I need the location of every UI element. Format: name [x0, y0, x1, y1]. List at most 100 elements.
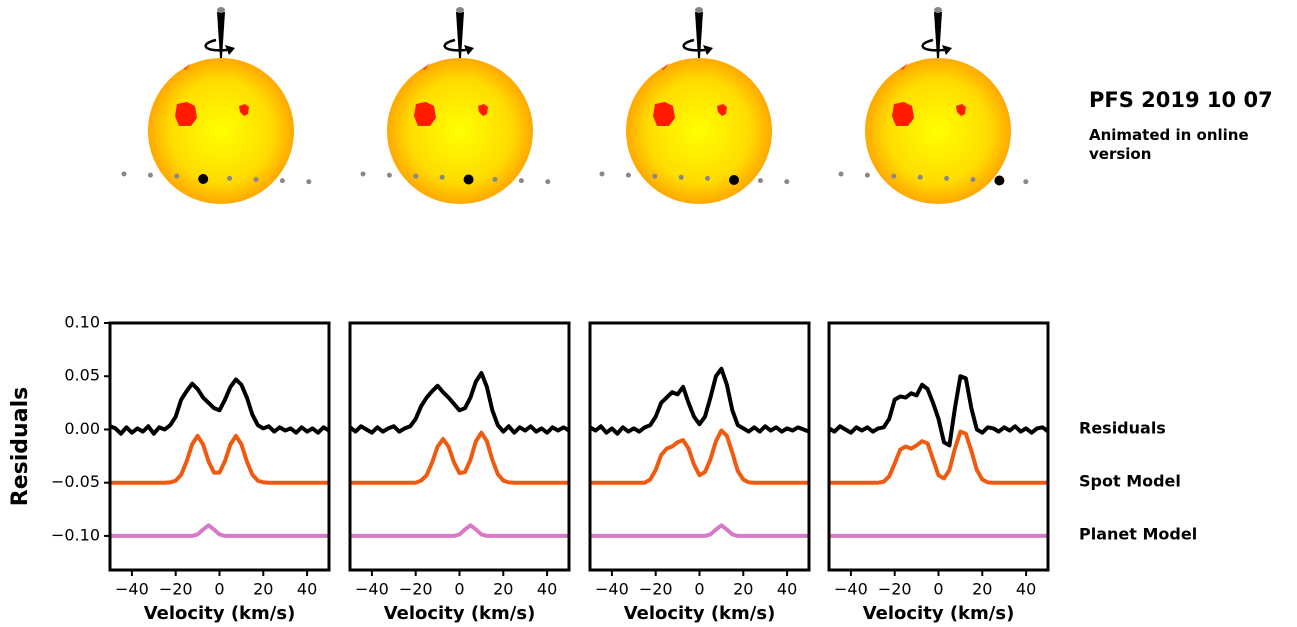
star-spot — [414, 102, 436, 126]
x-axis-label: Velocity (km/s) — [384, 603, 536, 624]
y-tick-label: 0.00 — [64, 419, 100, 438]
series-line — [110, 523, 329, 538]
rotation-arrowhead — [703, 45, 713, 55]
x-tick-label: 40 — [1016, 580, 1036, 599]
y-tick-label: −0.10 — [51, 525, 100, 544]
orbit-dot — [360, 171, 366, 177]
x-axis-label: Velocity (km/s) — [144, 603, 296, 624]
star-spot — [900, 63, 908, 70]
orbit-dot — [147, 172, 153, 178]
orbit-dot — [625, 172, 631, 178]
rotation-axis — [934, 12, 942, 58]
legend-label: Spot Model — [1079, 472, 1181, 491]
orbit-dot — [439, 174, 445, 180]
x-tick-label: −40 — [595, 580, 629, 599]
orbit-dot — [413, 173, 419, 179]
star-illustration — [838, 7, 1029, 204]
star — [387, 58, 533, 204]
y-tick-label: 0.05 — [64, 366, 100, 385]
y-tick-label: 0.10 — [64, 313, 100, 332]
plot-area — [590, 366, 809, 538]
orbit-dot — [518, 178, 524, 184]
plot-area — [829, 374, 1048, 538]
series-line — [590, 366, 809, 436]
x-tick-label: −40 — [834, 580, 868, 599]
star-spot — [175, 102, 197, 126]
star-illustration — [360, 7, 551, 204]
axis-cap — [456, 7, 464, 13]
axis-cap — [934, 7, 942, 13]
series-line — [829, 374, 1048, 448]
x-tick-label: −20 — [878, 580, 912, 599]
star — [626, 58, 772, 204]
plot-area — [350, 371, 569, 538]
x-tick-label: 20 — [972, 580, 992, 599]
orbit-dot — [174, 173, 180, 179]
x-tick-label: −40 — [355, 580, 389, 599]
axes-frame — [588, 321, 811, 572]
x-tick-label: 0 — [454, 580, 464, 599]
orbit-dot — [599, 171, 605, 177]
orbit-dot — [757, 178, 763, 184]
series-line — [110, 377, 329, 436]
rotation-axis — [456, 12, 464, 58]
star-illustration — [599, 7, 790, 204]
orbit-dot — [917, 174, 923, 180]
x-tick-label: 0 — [694, 580, 704, 599]
star-spot — [956, 104, 966, 116]
figure-title: PFS 2019 10 07 — [1089, 88, 1273, 112]
x-tick-label: 20 — [253, 580, 273, 599]
x-tick-label: 0 — [933, 580, 943, 599]
series-line — [110, 433, 329, 485]
star-spot — [661, 63, 669, 70]
axes-frame — [827, 321, 1050, 572]
rotation-arrow — [682, 38, 706, 52]
series-line — [590, 428, 809, 485]
star-spot — [478, 104, 488, 116]
x-tick-label: 20 — [493, 580, 513, 599]
star-illustration — [121, 7, 312, 204]
star-spot — [892, 102, 914, 126]
x-axis-label: Velocity (km/s) — [624, 603, 776, 624]
planet — [994, 175, 1005, 186]
x-tick-label: 0 — [214, 580, 224, 599]
star-spot — [717, 104, 727, 116]
rotation-arrowhead — [225, 45, 235, 55]
star-spot — [239, 104, 249, 116]
plot-area — [110, 377, 329, 538]
orbit-dot — [838, 171, 844, 177]
orbit-dot — [1023, 179, 1029, 185]
series-line — [350, 371, 569, 435]
rotation-arrow — [204, 38, 228, 52]
orbit-dot — [492, 177, 498, 182]
planet — [198, 174, 209, 184]
legend-label: Residuals — [1079, 419, 1166, 438]
orbit-dot — [545, 179, 551, 185]
star-spot — [653, 102, 675, 126]
orbit-dot — [891, 173, 897, 179]
series-line — [829, 429, 1048, 485]
y-tick-label: −0.05 — [51, 472, 100, 491]
orbit-dot — [652, 173, 658, 179]
legend-label: Planet Model — [1079, 525, 1197, 544]
rotation-axis — [217, 12, 225, 58]
x-tick-label: −20 — [399, 580, 433, 599]
x-tick-label: −20 — [159, 580, 193, 599]
rotation-arrow — [443, 38, 467, 52]
orbit-dot — [784, 179, 790, 185]
orbit-dot — [253, 177, 259, 182]
x-tick-label: −40 — [115, 580, 149, 599]
x-tick-label: 40 — [537, 580, 557, 599]
rotation-axis — [695, 12, 703, 58]
orbit-dot — [306, 179, 312, 185]
series-line — [350, 523, 569, 538]
planet — [729, 175, 739, 185]
star — [148, 58, 294, 204]
x-tick-label: 20 — [733, 580, 753, 599]
orbit-dot — [227, 175, 233, 181]
planet — [463, 174, 474, 185]
orbit-dot — [705, 175, 711, 181]
series-line — [590, 523, 809, 538]
